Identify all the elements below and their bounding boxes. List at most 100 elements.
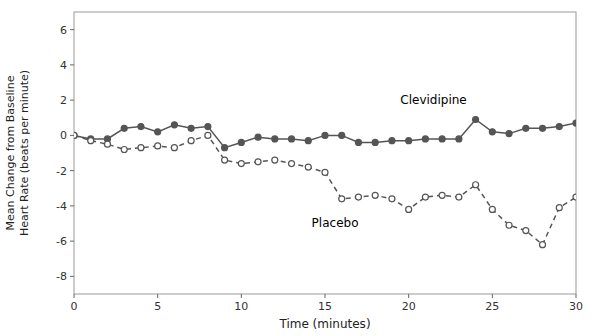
point bbox=[121, 125, 127, 131]
y-tick bbox=[70, 276, 74, 277]
point bbox=[372, 192, 378, 198]
point bbox=[506, 222, 512, 228]
chart: 0 5 10 15 20 25 30 -8 -6 -4 -2 0 2 4 6 Time (minutes) Me… bbox=[0, 0, 592, 336]
plot-area bbox=[74, 117, 576, 248]
point bbox=[406, 138, 412, 144]
point bbox=[372, 139, 378, 145]
point bbox=[104, 141, 110, 147]
point bbox=[540, 125, 546, 131]
point bbox=[238, 161, 244, 167]
point bbox=[456, 136, 462, 142]
y-tick-label: -2 bbox=[56, 165, 67, 178]
point bbox=[389, 196, 395, 202]
point bbox=[171, 145, 177, 151]
y-tick-label: 4 bbox=[60, 59, 67, 72]
point bbox=[473, 182, 479, 188]
point bbox=[422, 136, 428, 142]
point bbox=[222, 145, 228, 151]
y-tick bbox=[70, 64, 74, 65]
point bbox=[406, 206, 412, 212]
point bbox=[205, 124, 211, 130]
y-tick bbox=[70, 170, 74, 171]
point bbox=[523, 228, 529, 234]
x-tick bbox=[157, 294, 158, 298]
point bbox=[272, 136, 278, 142]
point bbox=[272, 157, 278, 163]
point bbox=[556, 205, 562, 211]
annotation: Clevidipine bbox=[400, 93, 466, 107]
point bbox=[88, 138, 94, 144]
point bbox=[422, 194, 428, 200]
point bbox=[355, 194, 361, 200]
point bbox=[305, 138, 311, 144]
y-axis-label-line: Mean Change from Baseline bbox=[4, 75, 17, 230]
point bbox=[138, 145, 144, 151]
x-tick-label: 10 bbox=[234, 300, 248, 313]
x-tick bbox=[74, 294, 75, 298]
point bbox=[389, 138, 395, 144]
y-tick-label: 2 bbox=[60, 94, 67, 107]
point bbox=[540, 242, 546, 248]
point bbox=[339, 196, 345, 202]
x-tick bbox=[325, 294, 326, 298]
point bbox=[506, 131, 512, 137]
point bbox=[456, 194, 462, 200]
point bbox=[255, 159, 261, 165]
point bbox=[556, 124, 562, 130]
point bbox=[439, 192, 445, 198]
y-tick bbox=[70, 29, 74, 30]
point bbox=[171, 122, 177, 128]
point bbox=[74, 132, 77, 138]
point bbox=[573, 194, 576, 200]
point bbox=[289, 136, 295, 142]
point bbox=[489, 206, 495, 212]
y-tick-label: 6 bbox=[60, 24, 67, 37]
point bbox=[489, 129, 495, 135]
point bbox=[573, 120, 576, 126]
point bbox=[188, 138, 194, 144]
series-line bbox=[74, 120, 576, 148]
x-tick-label: 0 bbox=[71, 300, 78, 313]
y-tick bbox=[70, 205, 74, 206]
point bbox=[439, 136, 445, 142]
point bbox=[289, 161, 295, 167]
point bbox=[305, 164, 311, 170]
x-tick bbox=[408, 294, 409, 298]
point bbox=[322, 132, 328, 138]
point bbox=[322, 169, 328, 175]
x-tick bbox=[576, 294, 577, 298]
point bbox=[155, 129, 161, 135]
point bbox=[188, 125, 194, 131]
point bbox=[155, 143, 161, 149]
point bbox=[339, 132, 345, 138]
y-tick bbox=[70, 135, 74, 136]
plot-frame bbox=[74, 12, 576, 294]
x-tick bbox=[241, 294, 242, 298]
x-tick-label: 30 bbox=[569, 300, 583, 313]
point bbox=[74, 132, 77, 138]
x-tick-label: 20 bbox=[402, 300, 416, 313]
y-tick-label: -6 bbox=[56, 235, 67, 248]
x-tick bbox=[492, 294, 493, 298]
point bbox=[473, 117, 479, 123]
point bbox=[523, 125, 529, 131]
x-tick-label: 5 bbox=[154, 300, 161, 313]
point bbox=[238, 139, 244, 145]
y-axis-label-line: Heart Rate (beats per minute) bbox=[18, 70, 31, 236]
point bbox=[138, 124, 144, 130]
y-tick bbox=[70, 100, 74, 101]
annotation: Placebo bbox=[312, 216, 359, 230]
y-axis-label: Mean Change from BaselineHeart Rate (bea… bbox=[4, 70, 31, 236]
point bbox=[222, 157, 228, 163]
series-line bbox=[74, 135, 576, 244]
y-tick bbox=[70, 241, 74, 242]
y-tick-label: -4 bbox=[56, 200, 67, 213]
x-tick-label: 15 bbox=[318, 300, 332, 313]
y-tick-label: -8 bbox=[56, 270, 67, 283]
x-axis-label: Time (minutes) bbox=[278, 317, 370, 331]
point bbox=[121, 146, 127, 152]
point bbox=[205, 132, 211, 138]
x-tick-label: 25 bbox=[485, 300, 499, 313]
y-tick-label: 0 bbox=[60, 129, 67, 142]
point bbox=[355, 139, 361, 145]
